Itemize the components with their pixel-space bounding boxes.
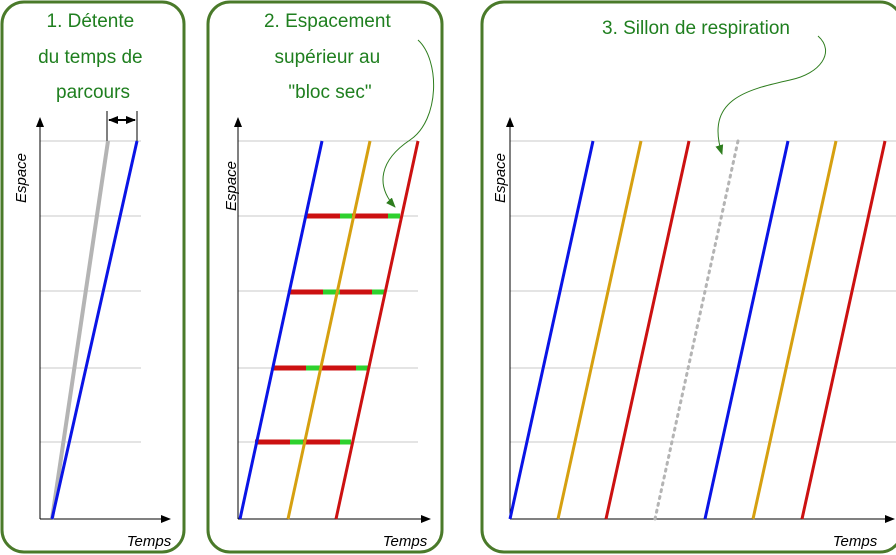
- panel-3-train-path-blue-1: [508, 140, 595, 520]
- panel-1-y-label: Espace: [13, 153, 30, 203]
- panel-3-train-path-orange-1: [556, 140, 643, 520]
- panel-2-train-path-orange: [286, 140, 372, 520]
- panel-2-train-path-red: [334, 140, 420, 520]
- panel-2-y-label: Espace: [223, 161, 240, 211]
- panel-3-title-line-1: 3. Sillon de respiration: [602, 18, 790, 39]
- panel-3-frame: [480, 0, 896, 554]
- panel-2-callout-arrow: [382, 39, 434, 208]
- panel-1: 1. Détente du temps de parcours Espace T…: [0, 0, 186, 554]
- panel-3-breathing-slot-path: [653, 139, 740, 521]
- panel-3-train-path-red-1: [604, 140, 691, 520]
- panel-1-title-line-1: 1. Détente: [47, 11, 135, 32]
- panel-3-train-path-red-2: [800, 140, 887, 520]
- panel-1-original-path-grey: [50, 140, 110, 520]
- panel-2-title-line-3: "bloc sec": [288, 82, 371, 103]
- panel-2: 2. Espacement supérieur au "bloc sec": [206, 0, 444, 554]
- panel-3-x-label: Temps: [833, 533, 878, 550]
- panel-1-x-label: Temps: [127, 533, 172, 550]
- panel-1-gridlines: [40, 140, 141, 443]
- panel-1-title-line-3: parcours: [56, 82, 130, 103]
- panel-1-title-line-2: du temps de: [38, 47, 143, 68]
- panel-1-title: 1. Détente du temps de parcours: [38, 11, 148, 103]
- panel-3-train-path-blue-2: [703, 140, 790, 520]
- panel-2-train-path-blue: [238, 140, 324, 520]
- panel-2-title: 2. Espacement supérieur au "bloc sec": [264, 11, 396, 103]
- panel-2-frame: [206, 0, 444, 554]
- panel-3: 3. Sillon de respiration Espace Temps: [480, 0, 896, 554]
- panel-3-gridlines: [510, 140, 896, 443]
- panel-1-frame: [0, 0, 186, 554]
- panel-3-train-path-orange-2: [751, 140, 838, 520]
- panel-2-x-label: Temps: [383, 533, 428, 550]
- panel-1-relaxed-path-blue: [50, 140, 139, 520]
- panel-2-title-line-1: 2. Espacement: [264, 11, 391, 32]
- panel-3-y-label: Espace: [492, 153, 509, 203]
- panel-3-title: 3. Sillon de respiration: [602, 18, 790, 39]
- panel-2-title-line-2: supérieur au: [275, 47, 381, 68]
- panel-3-callout-arrow: [715, 35, 827, 155]
